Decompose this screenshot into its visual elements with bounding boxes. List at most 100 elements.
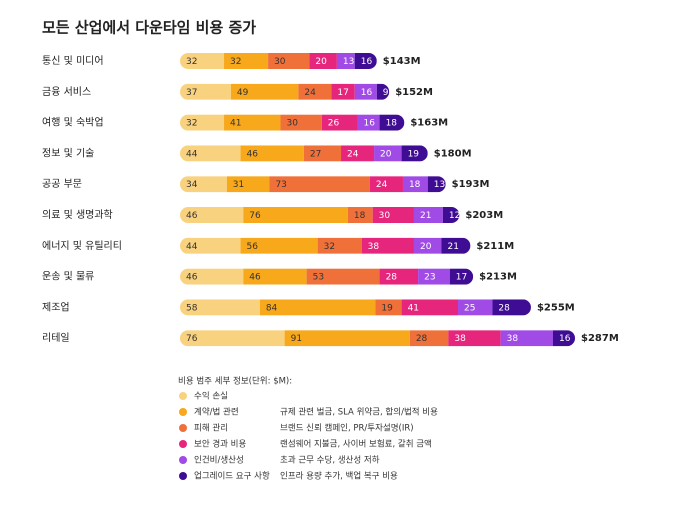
bar-segment xyxy=(336,53,355,69)
bar-segment xyxy=(226,176,270,193)
segment-label: 44 xyxy=(186,149,198,159)
bar-segment xyxy=(180,83,231,100)
bar-segment xyxy=(240,237,318,254)
bar-row xyxy=(180,299,531,316)
segment-label: 76 xyxy=(186,334,198,344)
segment-label: 38 xyxy=(507,334,519,344)
segment-label: 12 xyxy=(449,211,460,221)
segment-label: 28 xyxy=(498,303,510,313)
segment-label: 49 xyxy=(237,88,249,98)
legend-label: 계약/법 관련 xyxy=(194,407,239,418)
segment-label: 19 xyxy=(381,303,393,313)
bar-segment xyxy=(354,83,377,100)
bar-segment xyxy=(354,53,377,69)
bar-row xyxy=(180,114,405,131)
bar-segment xyxy=(375,299,402,316)
legend-swatch xyxy=(179,424,187,432)
bar-segment xyxy=(448,330,501,347)
legend-title: 비용 범주 세부 정보(단위: $M): xyxy=(178,376,292,387)
bar-segment xyxy=(401,299,459,316)
segment-label: 34 xyxy=(186,180,198,190)
segment-label: 73 xyxy=(275,180,286,190)
total-label: $203M xyxy=(465,210,503,221)
bar-segment xyxy=(321,114,358,131)
segment-label: 30 xyxy=(274,57,286,67)
total-label: $180M xyxy=(434,148,472,159)
segment-label: 46 xyxy=(249,273,261,283)
segment-label: 56 xyxy=(247,242,259,252)
segment-label: 76 xyxy=(249,211,261,221)
bar-row xyxy=(180,176,446,193)
bar-segment xyxy=(379,114,405,131)
bar-segment xyxy=(180,268,244,285)
bar-row xyxy=(180,53,377,69)
bar-row xyxy=(180,268,474,285)
bar-segment xyxy=(180,237,241,254)
bar-segment xyxy=(374,145,402,162)
bar-segment xyxy=(409,330,449,347)
legend-description: 초과 근무 수당, 생산성 저하 xyxy=(280,455,380,466)
segment-label: 32 xyxy=(230,57,241,67)
total-label: $211M xyxy=(476,241,514,252)
legend-swatch xyxy=(179,440,187,448)
segment-label: 13 xyxy=(343,57,354,67)
category-label: 통신 및 미디어 xyxy=(42,55,104,67)
segment-label: 20 xyxy=(380,149,392,159)
segment-label: 38 xyxy=(368,242,380,252)
total-label: $163M xyxy=(410,118,448,129)
bar-row xyxy=(180,207,460,223)
legend-swatch xyxy=(179,392,187,400)
bar-segment xyxy=(413,207,443,223)
bar-segment xyxy=(240,145,304,162)
segment-label: 30 xyxy=(379,211,391,221)
segment-label: 21 xyxy=(447,242,458,252)
bar-segment xyxy=(500,330,553,347)
bar-segment xyxy=(442,207,460,223)
segment-label: 24 xyxy=(304,88,316,98)
legend-swatch xyxy=(179,472,187,480)
bar-segment xyxy=(449,268,474,285)
segment-label: 37 xyxy=(186,88,197,98)
bar-row xyxy=(180,145,428,162)
legend-description: 인프라 용량 추가, 백업 복구 비용 xyxy=(280,471,398,482)
segment-label: 23 xyxy=(424,273,435,283)
bar-segment xyxy=(303,145,342,162)
segment-label: 25 xyxy=(464,303,475,313)
segment-label: 17 xyxy=(456,273,467,283)
bar-segment xyxy=(243,207,348,223)
legend-label: 인건비/생산성 xyxy=(194,455,244,466)
bar-segment xyxy=(298,83,332,100)
bar-segment xyxy=(180,176,227,193)
segment-label: 9 xyxy=(383,88,389,98)
bar-segment xyxy=(427,176,446,193)
segment-label: 38 xyxy=(454,334,466,344)
category-label: 운송 및 물류 xyxy=(42,271,94,283)
bar-segment xyxy=(458,299,493,316)
bar-segment xyxy=(418,268,450,285)
segment-label: 41 xyxy=(230,119,241,129)
bar-segment xyxy=(259,299,376,316)
bar-segment xyxy=(402,176,428,193)
bar-segment xyxy=(372,207,414,223)
bar-segment xyxy=(379,268,419,285)
total-label: $255M xyxy=(537,302,575,313)
legend-label: 피해 관리 xyxy=(194,423,228,434)
segment-label: 46 xyxy=(247,149,259,159)
legend-label: 업그레이드 요구 사항 xyxy=(194,471,270,482)
bar-segment xyxy=(413,237,442,254)
bar-segment xyxy=(309,53,337,69)
category-label: 제조업 xyxy=(42,300,70,313)
segment-label: 28 xyxy=(416,334,428,344)
bar-segment xyxy=(347,207,373,223)
bar-row xyxy=(180,83,390,100)
category-label: 금융 서비스 xyxy=(42,86,91,98)
bar-segment xyxy=(361,237,414,254)
segment-label: 32 xyxy=(324,242,335,252)
bar-segment xyxy=(230,83,299,100)
total-label: $143M xyxy=(383,56,421,67)
segment-label: 18 xyxy=(409,180,421,190)
bar-segment xyxy=(552,330,575,347)
bar-segment xyxy=(369,176,403,193)
bar-row xyxy=(180,237,471,254)
